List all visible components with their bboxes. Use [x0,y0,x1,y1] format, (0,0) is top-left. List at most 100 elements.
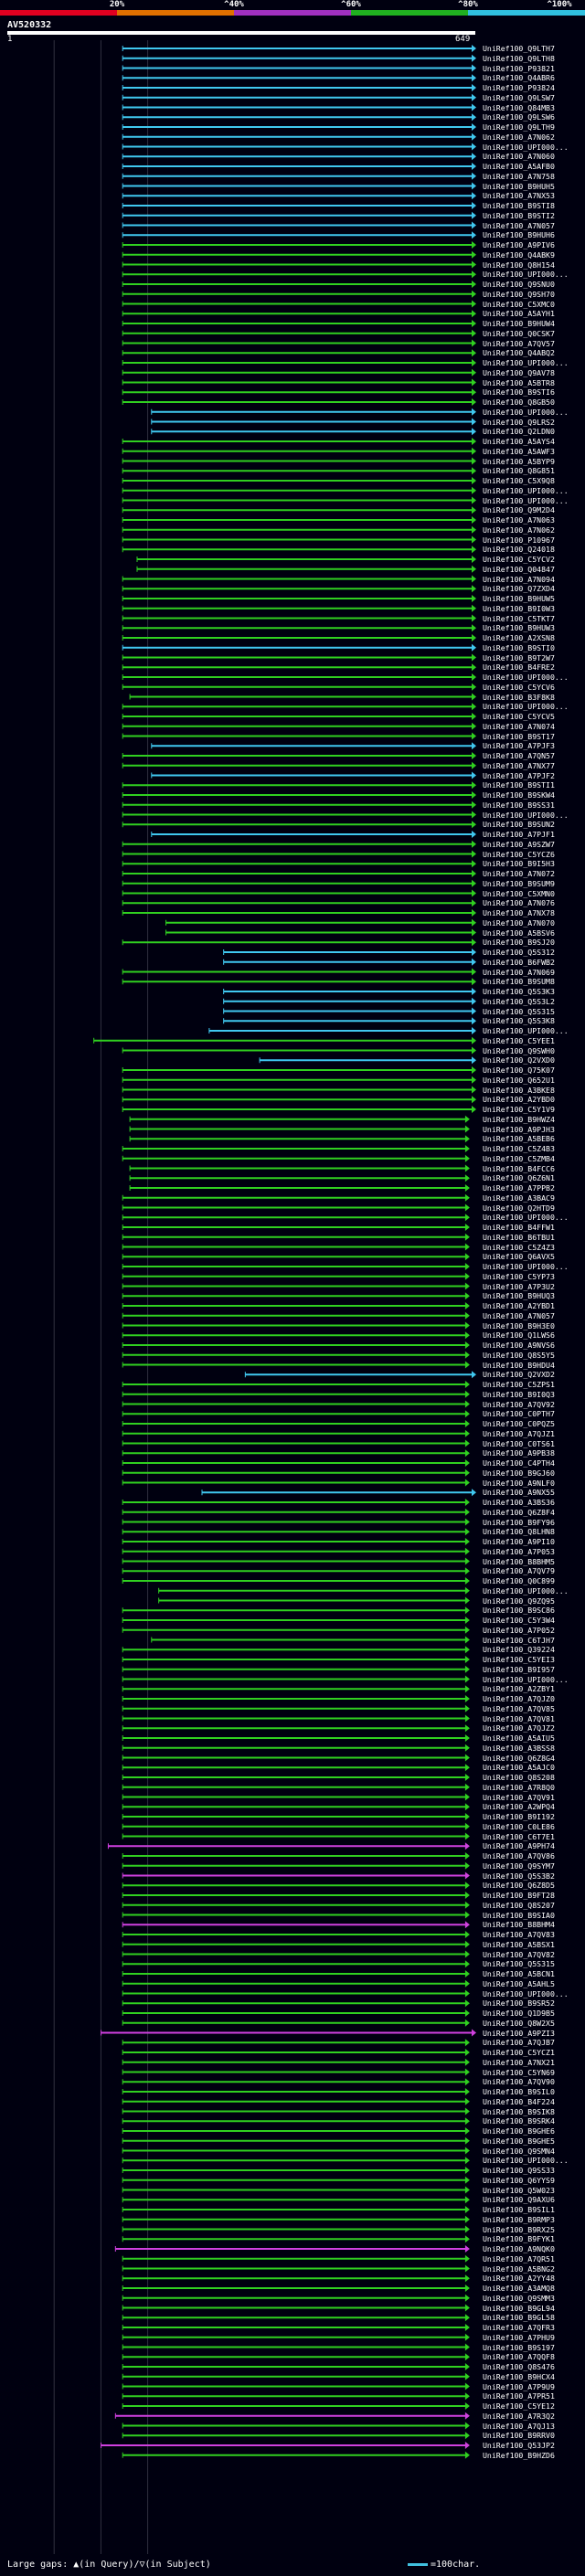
hit-row[interactable] [122,182,476,190]
hit-row[interactable] [122,840,476,848]
hit-row[interactable] [122,202,476,209]
hit-label[interactable]: UniRef100_C6T7E1 [483,1831,555,1841]
hit-label[interactable]: UniRef100_B9SUN2 [483,820,555,830]
hit-row[interactable] [122,192,476,200]
hit-row[interactable] [122,1321,470,1330]
hit-label[interactable]: UniRef100_B9SKW4 [483,790,555,800]
hit-label[interactable]: UniRef100_A7QV79 [483,1566,555,1576]
hit-row[interactable] [122,1892,470,1899]
hit-label[interactable]: UniRef100_A5BEB6 [483,1134,555,1144]
hit-label[interactable]: UniRef100_Q8LHN8 [483,1527,555,1537]
hit-row[interactable] [129,1135,470,1143]
hit-row[interactable] [122,2088,470,2095]
hit-row[interactable] [122,811,476,819]
hit-row[interactable] [122,250,476,259]
hit-label[interactable]: UniRef100_B4FFW1 [483,1223,555,1232]
hit-row[interactable] [122,103,476,111]
hit-label[interactable]: UniRef100_B9STI2 [483,210,555,220]
hit-label[interactable]: UniRef100_C6TJH7 [483,1635,555,1645]
hit-label[interactable]: UniRef100_A3AMQ8 [483,2284,555,2293]
hit-label[interactable]: UniRef100_C5YE12 [483,2401,555,2411]
hit-label[interactable]: UniRef100_A2YBD0 [483,1095,555,1105]
hit-row[interactable] [122,320,476,327]
hit-label[interactable]: UniRef100_Q0C899 [483,1576,555,1585]
hit-label[interactable]: UniRef100_A7PHU9 [483,2332,555,2342]
hit-row[interactable] [122,123,476,131]
hit-row[interactable] [122,938,476,947]
hit-row[interactable] [122,1302,470,1309]
hit-label[interactable]: UniRef100_B9T2W7 [483,652,555,663]
hit-label[interactable]: UniRef100_Q24018 [483,545,555,555]
hit-row[interactable] [122,2333,470,2341]
hit-row[interactable] [122,1400,470,1408]
hit-row[interactable] [122,1341,470,1349]
hit-label[interactable]: UniRef100_C5YCV6 [483,682,555,692]
hit-row[interactable] [122,281,476,288]
hit-row[interactable] [122,1882,470,1890]
hit-row[interactable] [122,310,476,318]
hit-label[interactable]: UniRef100_C5Y1V9 [483,1105,555,1114]
hit-row[interactable] [122,1145,470,1152]
hit-row[interactable] [122,260,476,269]
hit-row[interactable] [122,163,476,170]
hit-row[interactable] [122,74,476,82]
hit-label[interactable]: UniRef100_A7P9U9 [483,2381,555,2391]
hit-row[interactable] [165,918,476,927]
hit-label[interactable]: UniRef100_A7N069 [483,967,555,977]
hit-label[interactable]: UniRef100_B9HUW3 [483,623,555,633]
hit-row[interactable] [122,643,476,652]
hit-label[interactable]: UniRef100_A7QV83 [483,1930,555,1939]
hit-label[interactable]: UniRef100_A9NX55 [483,1488,555,1498]
hit-label[interactable]: UniRef100_Q8S208 [483,1773,555,1782]
hit-label[interactable]: UniRef100_A7PJF3 [483,741,555,751]
hit-row[interactable] [101,2442,470,2449]
hit-label[interactable]: UniRef100_Q5W023 [483,2185,555,2195]
hit-label[interactable]: UniRef100_C5YCV5 [483,712,555,721]
hit-row[interactable] [122,84,476,91]
hit-label[interactable]: UniRef100_C5YEE1 [483,1035,555,1045]
hit-row[interactable] [122,1754,470,1762]
hit-row[interactable] [122,54,476,62]
hit-label[interactable]: UniRef100_B9SC86 [483,1606,555,1616]
hit-label[interactable]: UniRef100_A5BNG2 [483,2263,555,2274]
hit-label[interactable]: UniRef100_Q9LSW6 [483,112,555,122]
hit-label[interactable]: UniRef100_B9FY96 [483,1517,555,1527]
hit-label[interactable]: UniRef100_A7QV92 [483,1399,555,1409]
hit-row[interactable] [122,1243,470,1251]
hit-row[interactable] [122,673,476,681]
hit-row[interactable] [122,457,476,465]
hit-label[interactable]: UniRef100_B9SS31 [483,800,555,810]
hit-label[interactable]: UniRef100_A2XSN8 [483,633,555,642]
hit-row[interactable] [122,2451,470,2459]
hit-row[interactable] [122,1656,470,1663]
hit-label[interactable]: UniRef100_Q9LRS2 [483,417,555,427]
hit-label[interactable]: UniRef100_A7N063 [483,515,555,525]
hit-label[interactable]: UniRef100_A9SZW7 [483,839,555,849]
hit-row[interactable] [158,1586,470,1595]
hit-row[interactable] [122,2304,470,2312]
hit-row[interactable] [122,1479,470,1487]
hit-row[interactable] [122,2324,470,2331]
hit-label[interactable]: UniRef100_UPI000... [483,142,569,152]
hit-row[interactable] [201,1489,476,1497]
hit-row[interactable] [122,703,476,711]
hit-label[interactable]: UniRef100_Q9LSW7 [483,92,555,102]
hit-label[interactable]: UniRef100_B4F224 [483,2096,555,2106]
hit-label[interactable]: UniRef100_A7QJZ2 [483,1723,555,1733]
hit-label[interactable]: UniRef100_C5ZMB4 [483,1153,555,1163]
hit-label[interactable]: UniRef100_B8BHM4 [483,1920,555,1930]
hit-row[interactable] [122,2196,470,2204]
hit-label[interactable]: UniRef100_B9HUW4 [483,319,555,328]
hit-row[interactable] [122,64,476,72]
hit-row[interactable] [122,1508,470,1516]
hit-row[interactable] [114,2245,470,2253]
hit-label[interactable]: UniRef100_B9HUW5 [483,594,555,603]
hit-row[interactable] [223,958,476,966]
hit-row[interactable] [122,1724,470,1733]
hit-row[interactable] [122,359,476,366]
hit-row[interactable] [122,585,476,593]
hit-label[interactable]: UniRef100_UPI000... [483,1988,569,1998]
hit-row[interactable] [122,2294,470,2302]
hit-row[interactable] [122,1734,470,1742]
hit-row[interactable] [122,683,476,691]
